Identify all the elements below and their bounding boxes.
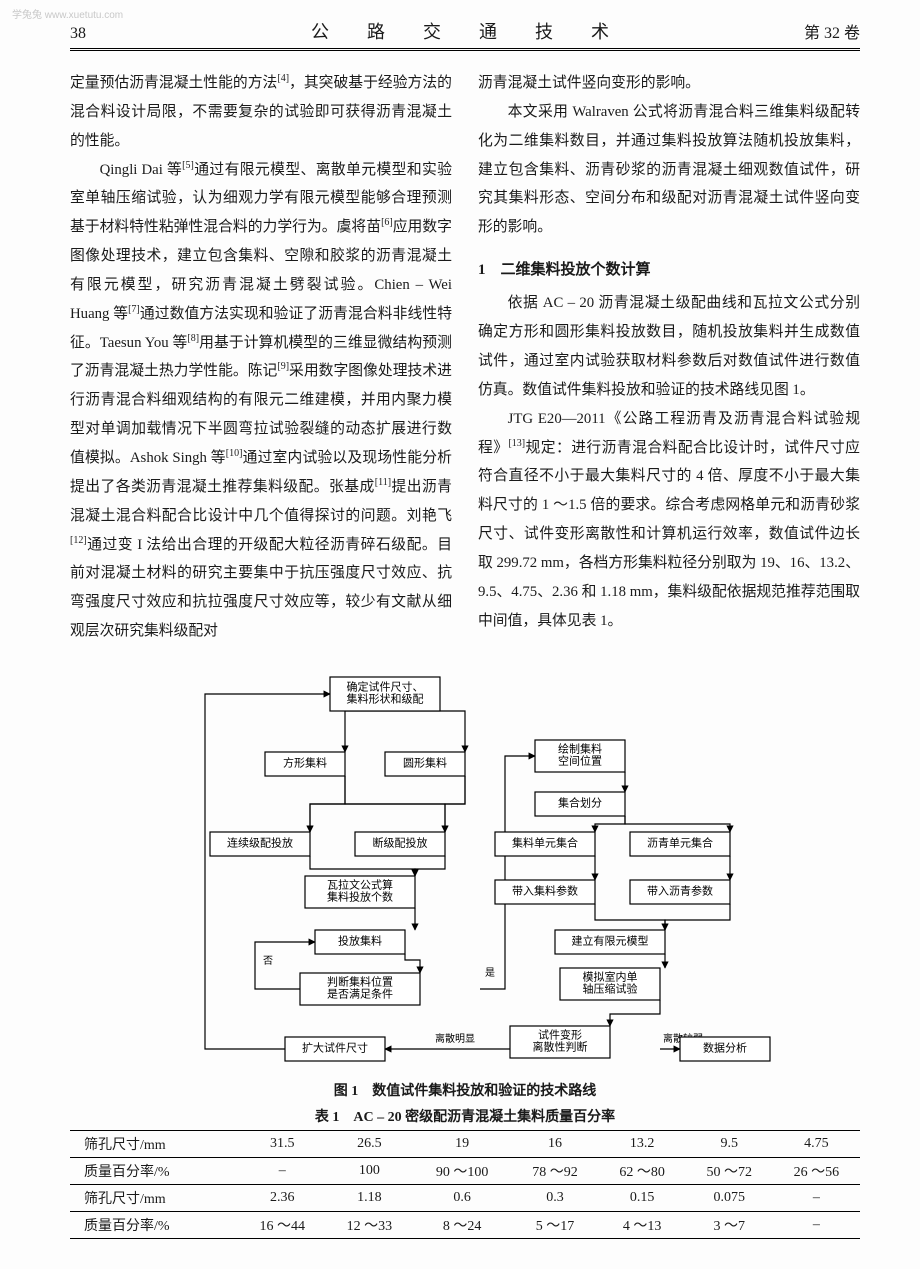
- table-ac20: 筛孔尺寸/mm 31.5 26.5 19 16 13.2 9.5 4.75 质量…: [70, 1130, 860, 1239]
- svg-text:空间位置: 空间位置: [558, 753, 602, 767]
- svg-text:投放集料: 投放集料: [338, 933, 382, 947]
- svg-text:圆形集料: 圆形集料: [403, 755, 447, 769]
- para-right-a0: 沥青混凝土试件竖向变形的影响。: [478, 69, 860, 98]
- section-1-heading: 1 二维集料投放个数计算: [478, 256, 860, 285]
- left-column: 定量预估沥青混凝土性能的方法[4]，其突破基于经验方法的混合料设计局限，不需要复…: [70, 69, 452, 646]
- para-left-1: Qingli Dai 等[5]通过有限元模型、离散单元模型和实验室单轴压缩试验，…: [70, 156, 452, 646]
- watermark: 学兔兔 www.xuetutu.com: [12, 6, 123, 21]
- svg-text:沥青单元集合: 沥青单元集合: [647, 835, 713, 849]
- svg-text:带入集料参数: 带入集料参数: [512, 883, 578, 897]
- svg-text:判断集料位置: 判断集料位置: [327, 974, 393, 988]
- volume-label: 第 32 卷: [780, 19, 860, 43]
- svg-text:绘制集料: 绘制集料: [558, 741, 602, 755]
- figure-1-flowchart: 否是离散明显离散较弱确定试件尺寸、集料形状和级配方形集料圆形集料绘制集料空间位置…: [70, 664, 860, 1074]
- right-column: 沥青混凝土试件竖向变形的影响。 本文采用 Walraven 公式将沥青混合料三维…: [478, 69, 860, 646]
- table-1-caption: 表 1 AC – 20 密级配沥青混凝土集料质量百分率: [70, 1106, 860, 1126]
- table-row: 质量百分率/% 16 ～44 12 ～33 8 ～24 5 ～17 4 ～13 …: [70, 1211, 860, 1238]
- svg-text:集料单元集合: 集料单元集合: [512, 835, 578, 849]
- para-right-b0: 依据 AC – 20 沥青混凝土级配曲线和瓦拉文公式分别确定方形和圆形集料投放数…: [478, 289, 860, 404]
- row-label: 质量百分率/%: [70, 1211, 239, 1238]
- svg-text:模拟室内单: 模拟室内单: [583, 969, 638, 983]
- page-header: 38 公 路 交 通 技 术 第 32 卷: [70, 18, 860, 51]
- svg-text:离散明显: 离散明显: [435, 1032, 475, 1045]
- figure-1-caption: 图 1 数值试件集料投放和验证的技术路线: [70, 1080, 860, 1100]
- svg-text:集合划分: 集合划分: [558, 795, 602, 809]
- svg-text:带入沥青参数: 带入沥青参数: [647, 883, 713, 897]
- svg-text:集料形状和级配: 集料形状和级配: [347, 691, 424, 705]
- two-column-body: 定量预估沥青混凝土性能的方法[4]，其突破基于经验方法的混合料设计局限，不需要复…: [70, 69, 860, 646]
- svg-text:瓦拉文公式算: 瓦拉文公式算: [327, 877, 393, 891]
- row-label: 筛孔尺寸/mm: [70, 1130, 239, 1157]
- para-right-a1: 本文采用 Walraven 公式将沥青混合料三维集料级配转化为二维集料数目，并通…: [478, 98, 860, 242]
- svg-text:是: 是: [485, 967, 495, 979]
- journal-title: 公 路 交 通 技 术: [150, 18, 780, 44]
- svg-text:连续级配投放: 连续级配投放: [227, 835, 293, 849]
- table-row: 筛孔尺寸/mm 31.5 26.5 19 16 13.2 9.5 4.75: [70, 1130, 860, 1157]
- svg-text:断级配投放: 断级配投放: [373, 835, 428, 849]
- svg-text:确定试件尺寸、: 确定试件尺寸、: [347, 679, 424, 693]
- svg-text:否: 否: [263, 955, 273, 967]
- svg-text:数据分析: 数据分析: [703, 1040, 747, 1054]
- svg-text:试件变形: 试件变形: [538, 1027, 582, 1041]
- page: 学兔兔 www.xuetutu.com 38 公 路 交 通 技 术 第 32 …: [0, 0, 920, 1269]
- svg-text:是否满足条件: 是否满足条件: [327, 986, 393, 1000]
- page-number: 38: [70, 25, 150, 43]
- row-label: 筛孔尺寸/mm: [70, 1184, 239, 1211]
- table-row: 质量百分率/% – 100 90 ～100 78 ～92 62 ～80 50 ～…: [70, 1157, 860, 1184]
- svg-text:扩大试件尺寸: 扩大试件尺寸: [302, 1040, 368, 1054]
- svg-text:轴压缩试验: 轴压缩试验: [583, 981, 638, 995]
- table-row: 筛孔尺寸/mm 2.36 1.18 0.6 0.3 0.15 0.075 –: [70, 1184, 860, 1211]
- svg-text:建立有限元模型: 建立有限元模型: [572, 933, 649, 947]
- para-left-0: 定量预估沥青混凝土性能的方法[4]，其突破基于经验方法的混合料设计局限，不需要复…: [70, 69, 452, 156]
- svg-text:离散性判断: 离散性判断: [533, 1039, 588, 1053]
- flowchart-svg: 否是离散明显离散较弱确定试件尺寸、集料形状和级配方形集料圆形集料绘制集料空间位置…: [85, 664, 845, 1074]
- svg-text:集料投放个数: 集料投放个数: [327, 889, 393, 903]
- row-label: 质量百分率/%: [70, 1157, 239, 1184]
- para-right-b1: JTG E20—2011《公路工程沥青及沥青混合料试验规程》[13]规定：进行沥…: [478, 405, 860, 636]
- svg-text:方形集料: 方形集料: [283, 755, 327, 769]
